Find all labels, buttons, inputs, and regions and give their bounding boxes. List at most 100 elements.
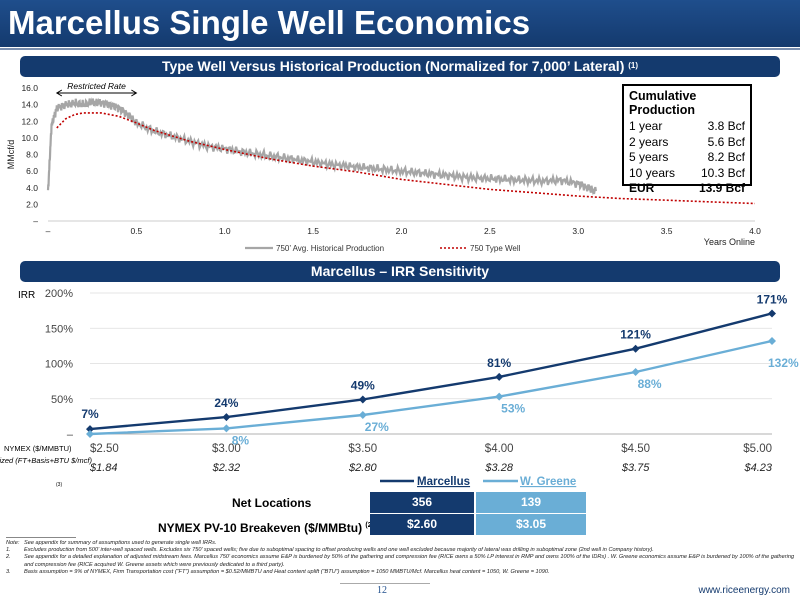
cumulative-row-value: 8.2 Bcf [707, 150, 745, 164]
x-tick-label: 2.0 [396, 226, 408, 236]
page-title: Marcellus Single Well Economics [8, 4, 531, 41]
cumulative-row: 1 year 3.8 Bcf [629, 119, 745, 135]
data-point-marcellus [768, 309, 776, 318]
x-tick-label: $4.50 [621, 443, 650, 455]
data-label-wgreene: 53% [501, 402, 525, 416]
x-tick-label: 4.0 [749, 226, 761, 236]
cumulative-row-value: 10.3 Bcf [700, 165, 745, 180]
x-tick-label: – [46, 226, 51, 236]
restricted-rate-label: Restricted Rate [67, 81, 126, 91]
legend-label-historical: 750’ Avg. Historical Production [276, 244, 384, 253]
data-label-marcellus: 24% [214, 396, 238, 410]
x-tick-label: $3.50 [348, 443, 377, 455]
x-axis-label: Years Online [704, 237, 755, 247]
y-tick-label: 12.0 [21, 116, 38, 126]
data-point-wgreene [768, 336, 776, 345]
data-point-marcellus [222, 413, 231, 422]
y-tick-label: 100% [45, 359, 73, 371]
footnote: 3. Basis assumption = 9% of NYMEX, Firm T… [6, 569, 796, 576]
cumulative-row: 2 years 5.6 Bcf [629, 135, 745, 151]
y-tick-label: 16.0 [21, 83, 38, 93]
realized-price-label: $2.32 [212, 462, 241, 474]
footnote-number: 1. [6, 547, 11, 554]
data-point-marcellus [631, 344, 640, 353]
cumulative-row: EUR 13.9 Bcf [629, 181, 745, 197]
cumulative-row: 5 years 8.2 Bcf [629, 150, 745, 166]
section-title-production: Type Well Versus Historical Production (… [161, 58, 625, 74]
footnote: 1. Excludes production from 500’ inter-we… [6, 547, 796, 554]
footnote-number: 3. [6, 568, 11, 575]
data-point-wgreene [86, 430, 94, 438]
series-type-well-line [56, 112, 756, 205]
data-point-wgreene [631, 367, 640, 376]
cumulative-row: 10 years 10.3 Bcf [629, 166, 745, 182]
data-label-marcellus: 7% [81, 407, 99, 421]
net-locations-marcellus: 356 [370, 492, 474, 513]
cumulative-row-label: 2 years [629, 134, 669, 149]
y-tick-label: 10.0 [21, 133, 38, 143]
x-tick-label: 1.0 [219, 226, 231, 236]
footnote-text: See appendix for summary of assumptions … [24, 540, 217, 546]
data-label-marcellus: 49% [351, 378, 375, 392]
x-tick-label: $3.00 [212, 443, 241, 455]
realized-price-label: $1.84 [89, 462, 118, 474]
data-label-marcellus: 171% [757, 292, 788, 306]
realized-price-label: $4.23 [743, 462, 772, 474]
y-tick-label: 150% [45, 323, 73, 335]
net-locations-label: Net Locations [232, 496, 312, 510]
realized-price-label: $3.28 [484, 462, 513, 474]
footnote-number: 2. [6, 554, 11, 561]
realized-price-label: $3.75 [621, 462, 650, 474]
website-link[interactable]: www.riceenergy.com [698, 585, 790, 596]
y-tick-label: 14.0 [21, 100, 38, 110]
data-point-wgreene [222, 424, 231, 433]
cumulative-production-rows: 1 year 3.8 Bcf 2 years 5.6 Bcf 5 years 8.2 Bc… [629, 119, 745, 197]
breakeven-marcellus: $2.60 [370, 514, 474, 535]
x-tick-label: $5.00 [743, 443, 772, 455]
irr-axis-label: IRR [18, 290, 35, 301]
x-tick-label: 2.5 [484, 226, 496, 236]
legend-label-type-well: 750 Type Well [470, 244, 521, 253]
cumulative-row-label: EUR [629, 181, 655, 195]
page-number-rule [340, 583, 430, 584]
cumulative-row-value: 3.8 Bcf [707, 119, 745, 133]
data-point-wgreene [495, 392, 504, 401]
nymex-axis-label: NYMEX ($/MMBTU) [4, 444, 72, 453]
realized-price-label: $2.80 [348, 462, 377, 474]
cumulative-row-label: 5 years [629, 150, 669, 164]
cumulative-row-label: 10 years [629, 165, 676, 180]
cumulative-production-title: Cumulative Production [629, 89, 697, 117]
x-tick-label: 3.5 [661, 226, 673, 236]
data-label-marcellus: 81% [487, 356, 511, 370]
breakeven-wgreene: $3.05 [476, 514, 586, 535]
cumulative-row-value: 5.6 Bcf [707, 134, 745, 149]
y-tick-label: 2.0 [26, 199, 38, 209]
x-tick-label: 1.5 [307, 226, 319, 236]
production-chart: – 2.0 4.0 6.0 8.0 10.0 12.0 14.0 16.0 – 0.5 1.0 1.5 2… [6, 81, 761, 253]
breakeven-footnote-ref: (2) [365, 522, 374, 529]
data-label-wgreene: 8% [232, 433, 250, 447]
legend-label-marcellus: Marcellus [417, 476, 470, 488]
series-line-wgreene [89, 339, 773, 436]
page-number: 12 [377, 585, 387, 596]
x-tick-label: 3.0 [572, 226, 584, 236]
series-line-marcellus [89, 312, 773, 431]
footnote-text: Excludes production from 500’ inter-well… [24, 547, 654, 554]
restricted-rate-arrow-right [131, 89, 138, 97]
section-title-irr: Marcellus – IRR Sensitivity [310, 263, 490, 279]
section-header-irr: Marcellus – IRR Sensitivity [20, 261, 780, 282]
y-tick-label: – [67, 429, 74, 441]
data-point-marcellus [358, 395, 367, 404]
breakeven-label-text: NYMEX PV-10 Breakeven ($/MMBtu) [158, 521, 363, 535]
y-tick-label: – [33, 216, 38, 226]
footnote-text: Basis assumption = 9% of NYMEX, Firm Tra… [24, 568, 550, 575]
x-tick-label: $4.00 [485, 443, 514, 455]
footnote-number: Note: [6, 540, 20, 546]
y-tick-label: 200% [45, 288, 73, 300]
y-tick-label: 50% [51, 394, 73, 406]
breakeven-label: NYMEX PV-10 Breakeven ($/MMBtu) (2) [158, 515, 374, 536]
cumulative-row-value: 13.9 Bcf [698, 181, 745, 195]
data-point-marcellus [86, 425, 94, 434]
irr-chart: IRR – 50% 100% 150% 200% NYMEX ($/MMBTU) $2.50 $… [0, 288, 799, 488]
restricted-rate-arrow-left [55, 89, 63, 97]
